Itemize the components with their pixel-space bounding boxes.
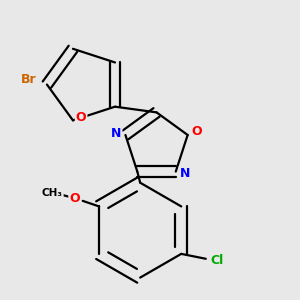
- Text: N: N: [180, 167, 190, 180]
- Text: CH₃: CH₃: [42, 188, 63, 198]
- Text: O: O: [76, 111, 86, 124]
- Text: O: O: [191, 125, 202, 138]
- Text: Br: Br: [21, 73, 37, 86]
- Text: Cl: Cl: [211, 254, 224, 267]
- Text: O: O: [69, 192, 80, 205]
- Text: N: N: [111, 127, 122, 140]
